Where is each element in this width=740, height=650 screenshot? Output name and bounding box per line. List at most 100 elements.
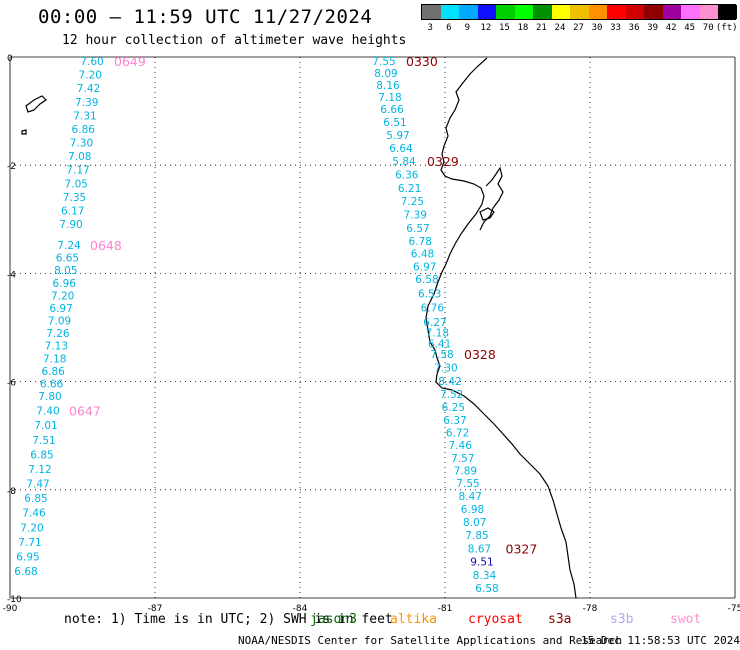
wave-height-value: 8.07 [463,517,486,529]
wave-height-value: 6.58 [475,583,498,595]
legend-swatch [477,5,497,19]
island-puna [479,207,495,221]
wave-height-value: 8.34 [473,570,497,582]
wave-height-value: 7.20 [20,522,43,534]
wave-height-value: 6.97 [49,303,72,315]
wave-height-value: 6.51 [383,117,406,129]
footer-note: note: 1) Time is in UTC; 2) SWH is in fe… [64,612,393,627]
y-tick-label: -6 [7,379,16,389]
wave-height-value: 7.52 [440,389,463,401]
y-tick-label: -2 [7,162,16,172]
wave-height-value: 7.55 [456,478,479,490]
satellite-label: s3b [610,612,634,627]
wave-height-value: 7.18 [378,92,401,104]
footer-date: 15 Dec 11:58:53 UTC 2024 [581,634,740,647]
map-grid [9,56,736,599]
wave-height-value: 6.41 [428,338,451,350]
legend-swatch [422,5,442,19]
wave-height-value: 7.05 [65,178,88,190]
legend-swatch [699,5,719,19]
legend-label: 15 [498,23,510,33]
pass-time-label: 0649 [114,54,146,69]
wave-height-value: 7.90 [59,219,82,231]
wave-height-value: 6.76 [421,303,445,315]
legend-label: 45 [684,23,696,33]
wave-height-value: 7.89 [454,465,477,477]
wave-height-value: 7.71 [18,537,41,549]
wave-height-value: 7.17 [66,165,89,177]
legend-swatch [644,5,664,19]
satellite-label: s3a [548,612,572,627]
wave-height-value: 6.86 [41,366,65,378]
coastline [21,57,577,599]
satellite-label: cryosat [468,612,523,627]
pass-time-label: 0647 [69,404,101,419]
wave-height-value: 6.64 [389,143,413,155]
legend-swatch [588,5,608,19]
page-subtitle: 12 hour collection of altimeter wave hei… [62,33,407,48]
wave-height-value: 7.58 [430,349,453,361]
wave-height-value: 7.25 [401,196,424,208]
wave-height-value: 7.40 [36,406,59,418]
wave-height-value: 7.18 [43,353,66,365]
wave-height-value: 7.39 [404,210,427,222]
legend-label: 18 [517,23,529,33]
wave-height-value: 7.35 [63,192,86,204]
legend-swatch [625,5,645,19]
page-title: 00:00 — 11:59 UTC 11/27/2024 [38,6,373,28]
legend-swatch [570,5,590,19]
track-east: 7.558.098.167.186.666.515.976.645.846.36… [372,54,537,595]
wave-height-value: 8.47 [459,491,482,503]
axis-labels: -90 -87 -84 -81 -78 -75 0 -2 -4 -6 -8 -10 [3,54,740,614]
wave-height-value: 7.13 [45,341,68,353]
legend-swatch [718,5,738,19]
wave-height-value: 7.51 [32,435,55,447]
satellite-label: altika [390,612,437,627]
y-tick-label: 0 [7,54,13,64]
wave-height-value: 8.09 [374,68,397,80]
wave-height-value: 7.47 [26,479,49,491]
wave-height-value: 7.09 [48,316,71,328]
x-tick-label: -75 [728,604,740,614]
wave-height-value: 5.97 [386,130,409,142]
legend-label: (ft) [715,23,738,33]
wave-height-value: 7.30 [70,138,93,150]
legend-label: 70 [702,23,714,33]
legend-label: 27 [573,23,584,33]
track-west: 7.607.207.427.397.316.867.307.087.177.05… [14,54,146,578]
wave-height-value: 7.01 [34,420,57,432]
wave-height-value: 8.67 [468,543,491,555]
legend-label: 9 [464,23,471,33]
wave-height-value: 7.26 [46,328,70,340]
wave-height-value: 7.20 [79,70,102,82]
wave-height-value: 6.36 [395,169,419,181]
pass-time-label: 0328 [464,347,496,362]
pass-time-label: 0330 [406,54,438,69]
legend-labels: 3 6 9 12 15 18 21 24 27 30 33 36 39 42 45 70 (ft) [421,23,738,35]
wave-height-value: 6.66 [380,104,404,116]
pass-time-label: 0329 [427,154,459,169]
x-tick-label: -90 [3,604,18,614]
wave-height-value: 7.46 [449,440,473,452]
wave-height-value: 6.65 [56,253,79,265]
wave-height-value: 6.48 [411,249,434,261]
wave-height-value: 7.57 [451,453,474,465]
legend-swatch [496,5,516,19]
wave-height-value: 6.68 [14,566,37,578]
wave-height-value: 6.53 [418,288,441,300]
wave-height-value: 7.20 [51,290,74,302]
wave-height-value: 6.66 [40,378,64,390]
legend-swatch [459,5,479,19]
pass-time-label: 0648 [90,238,122,253]
wave-height-value: 8.05 [54,265,77,277]
island-galapagos-small [21,129,27,135]
wave-height-value: 6.27 [423,317,446,329]
wave-height-value: 6.21 [398,183,421,195]
wave-height-value: 7.18 [426,328,449,340]
wave-height-value: 6.85 [24,493,47,505]
legend-label: 12 [480,23,492,33]
wave-height-value: 6.98 [461,504,484,516]
legend-swatch [551,5,571,19]
legend-swatch [607,5,627,19]
